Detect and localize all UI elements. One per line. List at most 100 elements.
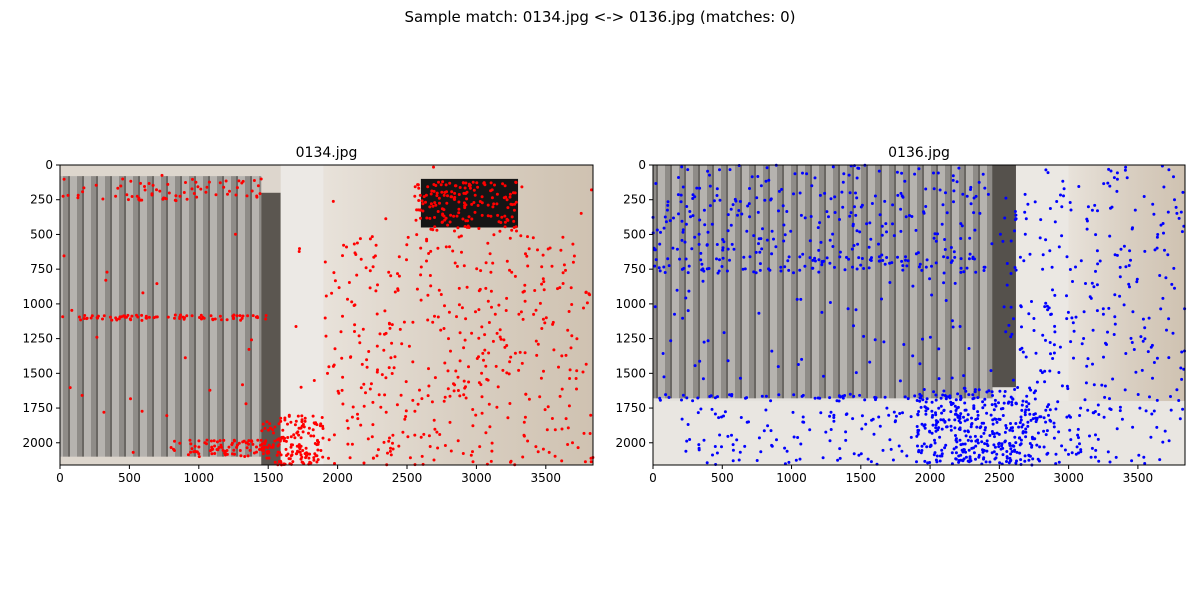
keypoint xyxy=(1143,462,1147,465)
keypoint xyxy=(1155,235,1159,239)
keypoint xyxy=(944,299,948,302)
keypoint xyxy=(503,225,507,229)
keypoint xyxy=(792,192,795,196)
keypoint xyxy=(1001,453,1005,457)
keypoint xyxy=(428,274,432,277)
keypoint xyxy=(566,426,570,430)
keypoint xyxy=(740,212,744,216)
keypoint xyxy=(845,255,848,259)
keypoint xyxy=(954,434,957,437)
keypoint xyxy=(963,401,967,405)
keypoint xyxy=(521,290,525,294)
keypoint xyxy=(579,211,583,215)
keypoint xyxy=(999,407,1003,411)
keypoint xyxy=(435,191,439,195)
keypoint xyxy=(699,407,703,411)
keypoint xyxy=(566,328,570,332)
keypoint xyxy=(959,222,963,226)
keypoint xyxy=(1068,428,1072,432)
keypoint xyxy=(911,284,915,288)
keypoint xyxy=(493,312,497,316)
keypoint xyxy=(1004,330,1008,334)
keypoint xyxy=(1169,408,1173,412)
keypoint xyxy=(811,258,815,262)
keypoint xyxy=(718,168,721,172)
keypoint xyxy=(503,220,507,224)
keypoint xyxy=(503,345,507,349)
keypoint xyxy=(1163,248,1166,252)
keypoint xyxy=(916,432,920,436)
keypoint xyxy=(854,191,857,195)
keypoint xyxy=(1043,305,1047,309)
keypoint xyxy=(949,246,953,249)
keypoint xyxy=(384,331,388,335)
keypoint xyxy=(368,237,372,241)
keypoint xyxy=(945,395,949,399)
keypoint xyxy=(1138,406,1142,410)
keypoint xyxy=(1044,168,1048,172)
keypoint xyxy=(782,223,786,227)
keypoint xyxy=(710,222,714,226)
keypoint xyxy=(930,431,934,435)
keypoint xyxy=(785,210,789,213)
keypoint xyxy=(426,293,430,297)
keypoint xyxy=(915,399,919,402)
keypoint xyxy=(444,183,448,187)
keypoint xyxy=(312,458,316,462)
keypoint xyxy=(354,253,358,256)
keypoint xyxy=(841,180,845,184)
keypoint xyxy=(155,282,159,286)
keypoint xyxy=(195,195,199,199)
keypoint xyxy=(1131,425,1135,429)
keypoint xyxy=(924,400,928,404)
keypoint xyxy=(997,441,1001,445)
keypoint xyxy=(62,177,66,181)
keypoint xyxy=(541,253,545,257)
keypoint xyxy=(1177,399,1181,402)
keypoint xyxy=(928,335,932,339)
keypoint xyxy=(218,181,222,185)
keypoint xyxy=(693,195,697,199)
keypoint xyxy=(783,265,787,269)
keypoint xyxy=(1115,253,1119,257)
keypoint xyxy=(755,459,759,462)
keypoint xyxy=(922,388,926,391)
keypoint xyxy=(828,396,832,400)
keypoint xyxy=(715,451,719,455)
keypoint xyxy=(697,443,701,447)
keypoint xyxy=(840,190,844,194)
keypoint xyxy=(752,270,756,274)
keypoint xyxy=(721,246,725,250)
keypoint xyxy=(1020,403,1024,407)
keypoint xyxy=(675,247,679,251)
keypoint xyxy=(729,223,733,227)
keypoint xyxy=(1024,427,1028,431)
keypoint xyxy=(883,262,887,266)
keypoint xyxy=(799,297,803,301)
keypoint xyxy=(1077,436,1080,440)
keypoint xyxy=(417,186,421,190)
keypoint xyxy=(1124,165,1128,169)
keypoint xyxy=(831,245,835,248)
keypoint xyxy=(953,418,957,422)
keypoint xyxy=(984,460,988,464)
keypoint xyxy=(380,373,384,377)
keypoint xyxy=(1003,439,1007,443)
keypoint xyxy=(803,264,807,268)
keypoint xyxy=(1078,414,1082,417)
keypoint xyxy=(458,394,462,398)
keypoint xyxy=(568,377,572,380)
keypoint xyxy=(1177,216,1181,220)
keypoint xyxy=(265,420,269,424)
keypoint xyxy=(561,282,565,285)
keypoint xyxy=(446,369,450,373)
keypoint xyxy=(442,193,446,197)
keypoint xyxy=(776,365,780,369)
keypoint xyxy=(1020,325,1023,329)
keypoint xyxy=(448,181,452,185)
keypoint xyxy=(909,435,913,439)
keypoint xyxy=(276,450,280,454)
keypoint xyxy=(261,442,264,446)
keypoint xyxy=(1019,418,1023,422)
keypoint xyxy=(892,234,896,238)
